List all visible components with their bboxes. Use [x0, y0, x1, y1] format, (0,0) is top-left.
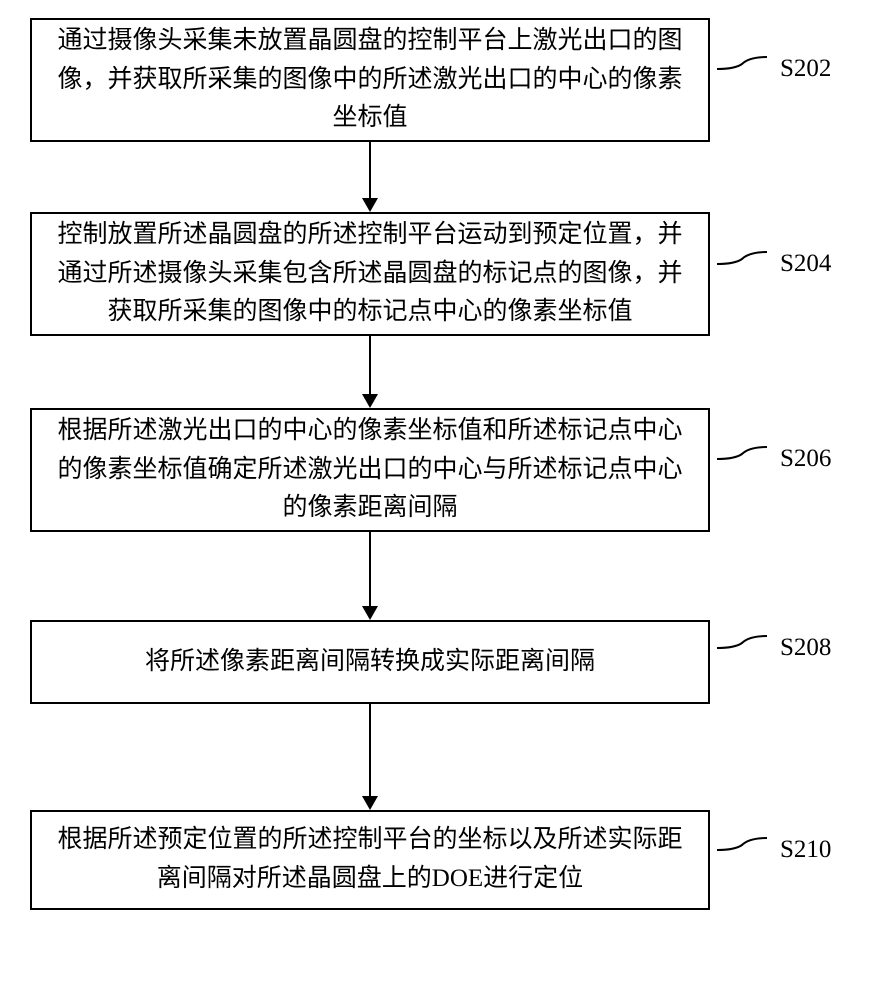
flowchart-container: 通过摄像头采集未放置晶圆盘的控制平台上激光出口的图像，并获取所采集的图像中的所述…	[0, 0, 891, 1000]
flow-step-s202: 通过摄像头采集未放置晶圆盘的控制平台上激光出口的图像，并获取所采集的图像中的所述…	[30, 18, 710, 142]
flow-step-label: S208	[780, 634, 831, 662]
label-connector-icon	[717, 55, 767, 73]
label-connector-icon	[717, 836, 767, 854]
arrow-head-icon	[362, 198, 378, 212]
arrow-head-icon	[362, 394, 378, 408]
flow-step-text: 根据所述激光出口的中心的像素坐标值和所述标记点中心的像素坐标值确定所述激光出口的…	[46, 412, 694, 528]
flow-step-text: 控制放置所述晶圆盘的所述控制平台运动到预定位置，并通过所述摄像头采集包含所述晶圆…	[46, 216, 694, 332]
label-connector-icon	[717, 634, 767, 652]
arrow-line	[369, 142, 371, 198]
flow-step-label: S202	[780, 55, 831, 83]
arrow-line	[369, 336, 371, 394]
arrow-head-icon	[362, 796, 378, 810]
flow-step-text: 根据所述预定位置的所述控制平台的坐标以及所述实际距离间隔对所述晶圆盘上的DOE进…	[46, 821, 694, 899]
flow-step-text: 通过摄像头采集未放置晶圆盘的控制平台上激光出口的图像，并获取所采集的图像中的所述…	[46, 22, 694, 138]
arrow-line	[369, 704, 371, 796]
arrow-line	[369, 532, 371, 606]
arrow-head-icon	[362, 606, 378, 620]
flow-step-label: S210	[780, 836, 831, 864]
flow-step-text: 将所述像素距离间隔转换成实际距离间隔	[145, 643, 595, 682]
flow-step-label: S206	[780, 445, 831, 473]
flow-step-s204: 控制放置所述晶圆盘的所述控制平台运动到预定位置，并通过所述摄像头采集包含所述晶圆…	[30, 212, 710, 336]
label-connector-icon	[717, 445, 767, 463]
flow-step-s208: 将所述像素距离间隔转换成实际距离间隔	[30, 620, 710, 704]
flow-step-label: S204	[780, 250, 831, 278]
flow-step-s210: 根据所述预定位置的所述控制平台的坐标以及所述实际距离间隔对所述晶圆盘上的DOE进…	[30, 810, 710, 910]
label-connector-icon	[717, 250, 767, 268]
flow-step-s206: 根据所述激光出口的中心的像素坐标值和所述标记点中心的像素坐标值确定所述激光出口的…	[30, 408, 710, 532]
